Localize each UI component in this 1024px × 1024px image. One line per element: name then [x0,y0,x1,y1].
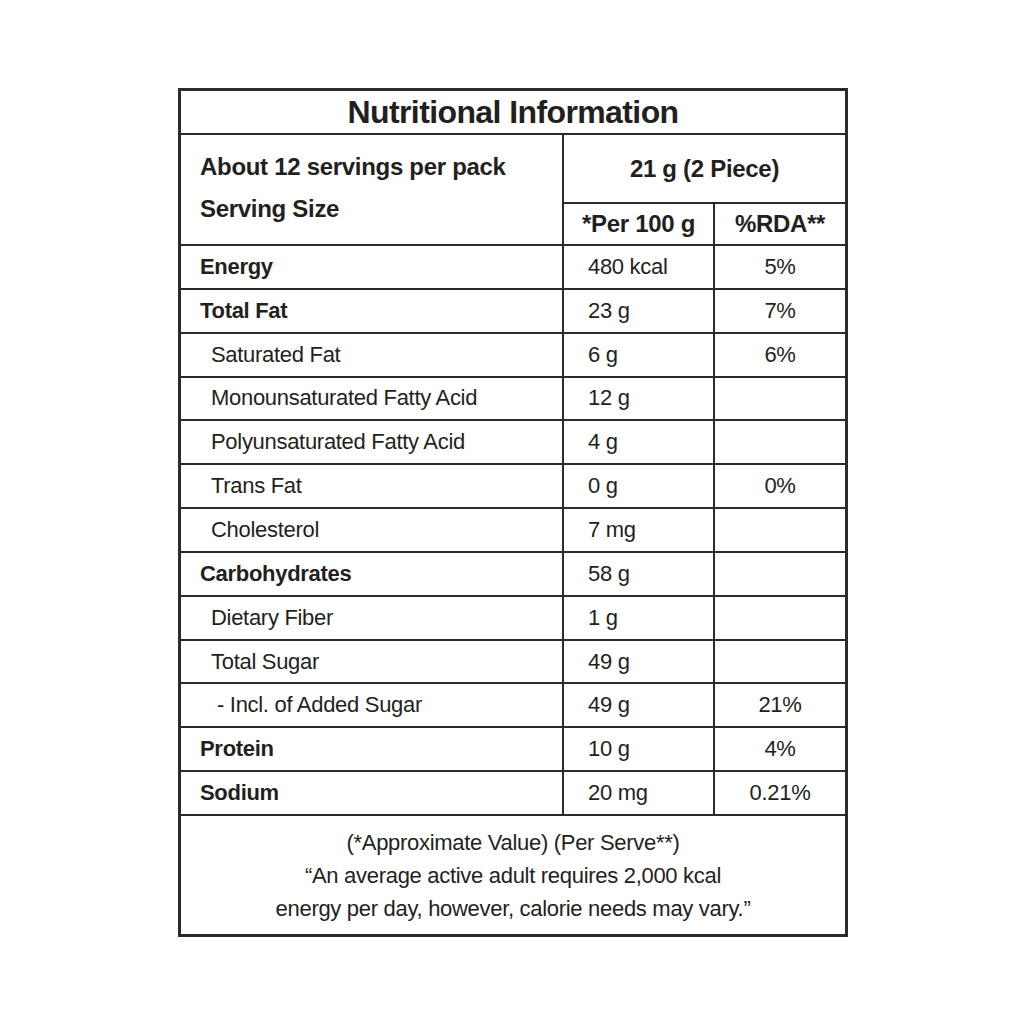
row-label: Carbohydrates [181,553,562,595]
column-headers: *Per 100 g %RDA** [564,204,845,244]
table-row-polyunsaturated-fatty-acid: Polyunsaturated Fatty Acid 4 g [181,421,845,465]
row-rda [713,553,845,595]
rda-column-header: %RDA** [713,204,845,244]
row-value: 1 g [562,597,713,639]
row-label: Total Sugar [181,641,562,683]
table-row-protein: Protein 10 g 4% [181,728,845,772]
row-rda [713,378,845,420]
row-value: 4 g [562,421,713,463]
table-row-carbohydrates: Carbohydrates 58 g [181,553,845,597]
row-label: Polyunsaturated Fatty Acid [181,421,562,463]
row-label: Total Fat [181,290,562,332]
row-label: Saturated Fat [181,334,562,376]
table-row-total-sugar: Total Sugar 49 g [181,641,845,685]
table-row-monounsaturated-fatty-acid: Monounsaturated Fatty Acid 12 g [181,378,845,422]
table-header: About 12 servings per pack Serving Size … [181,135,845,246]
servings-per-pack-label: About 12 servings per pack [200,146,562,188]
header-right-section: 21 g (2 Piece) *Per 100 g %RDA** [562,135,845,244]
table-row-energy: Energy 480 kcal 5% [181,246,845,290]
row-rda: 0.21% [713,772,845,814]
row-value: 12 g [562,378,713,420]
row-label: - Incl. of Added Sugar [181,684,562,726]
row-label: Monounsaturated Fatty Acid [181,378,562,420]
footnote-line-2: “An average active adult requires 2,000 … [305,859,721,892]
row-value: 20 mg [562,772,713,814]
footnote-line-1: (*Approximate Value) (Per Serve**) [347,826,680,859]
per-100g-column-header: *Per 100 g [564,204,713,244]
row-value: 480 kcal [562,246,713,288]
row-rda: 0% [713,465,845,507]
table-row-total-fat: Total Fat 23 g 7% [181,290,845,334]
row-value: 10 g [562,728,713,770]
row-rda: 7% [713,290,845,332]
table-row-added-sugar: - Incl. of Added Sugar 49 g 21% [181,684,845,728]
row-rda: 4% [713,728,845,770]
row-label: Trans Fat [181,465,562,507]
row-rda: 5% [713,246,845,288]
row-label: Protein [181,728,562,770]
row-label: Dietary Fiber [181,597,562,639]
table-row-cholesterol: Cholesterol 7 mg [181,509,845,553]
nutrition-label-canvas: Nutritional Information About 12 serving… [0,0,1024,1024]
row-rda [713,421,845,463]
table-row-sodium: Sodium 20 mg 0.21% [181,772,845,816]
row-value: 49 g [562,684,713,726]
row-label: Energy [181,246,562,288]
serving-amount-cell: 21 g (2 Piece) [564,135,845,204]
row-rda: 6% [713,334,845,376]
row-value: 0 g [562,465,713,507]
row-value: 23 g [562,290,713,332]
row-label: Cholesterol [181,509,562,551]
row-rda: 21% [713,684,845,726]
row-rda [713,509,845,551]
nutrition-table: Nutritional Information About 12 serving… [178,88,848,937]
table-title: Nutritional Information [181,91,845,135]
row-rda [713,641,845,683]
row-value: 58 g [562,553,713,595]
footnote-line-3: energy per day, however, calorie needs m… [276,892,751,925]
row-value: 6 g [562,334,713,376]
nutrient-rows: Energy 480 kcal 5% Total Fat 23 g 7% Sat… [181,246,845,816]
row-value: 49 g [562,641,713,683]
row-rda [713,597,845,639]
serving-size-label: Serving Size [200,188,562,230]
table-row-saturated-fat: Saturated Fat 6 g 6% [181,334,845,378]
table-row-trans-fat: Trans Fat 0 g 0% [181,465,845,509]
row-label: Sodium [181,772,562,814]
serving-info-cell: About 12 servings per pack Serving Size [181,135,562,244]
table-row-dietary-fiber: Dietary Fiber 1 g [181,597,845,641]
footnote: (*Approximate Value) (Per Serve**) “An a… [181,816,845,934]
row-value: 7 mg [562,509,713,551]
